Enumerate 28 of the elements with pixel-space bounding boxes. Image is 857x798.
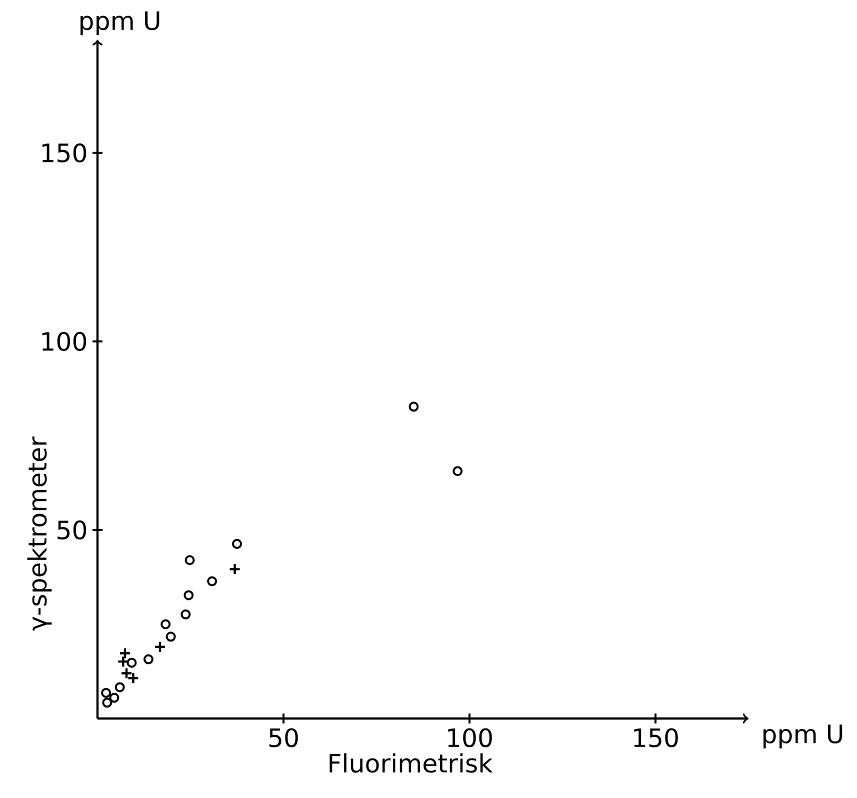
point [114, 682, 125, 692]
x-axis-title: Fluorimetrisk [330, 753, 493, 773]
point [118, 647, 132, 660]
text: ppm U [80, 11, 160, 36]
text: ppm U [763, 724, 842, 748]
y-tick-label: 100 [42, 332, 86, 351]
point [143, 654, 154, 664]
y-tick-label: 50 [58, 520, 86, 540]
point [126, 658, 137, 668]
point [154, 640, 166, 653]
point [109, 692, 120, 703]
point [452, 466, 463, 476]
point [184, 555, 195, 566]
point [408, 402, 419, 412]
point [228, 563, 241, 576]
point [232, 538, 242, 549]
x-tick-label: 100 [448, 728, 492, 748]
y-axis-title: γ-spektrometer [27, 436, 52, 631]
point [180, 609, 191, 620]
y-tick-label: 150 [42, 143, 86, 162]
point [102, 698, 112, 708]
x-tick-label: 50 [269, 728, 298, 748]
point [101, 688, 112, 698]
point [160, 619, 171, 630]
point [184, 590, 194, 600]
point [166, 632, 176, 642]
x-tick-label: 150 [634, 728, 678, 748]
point [207, 576, 218, 586]
